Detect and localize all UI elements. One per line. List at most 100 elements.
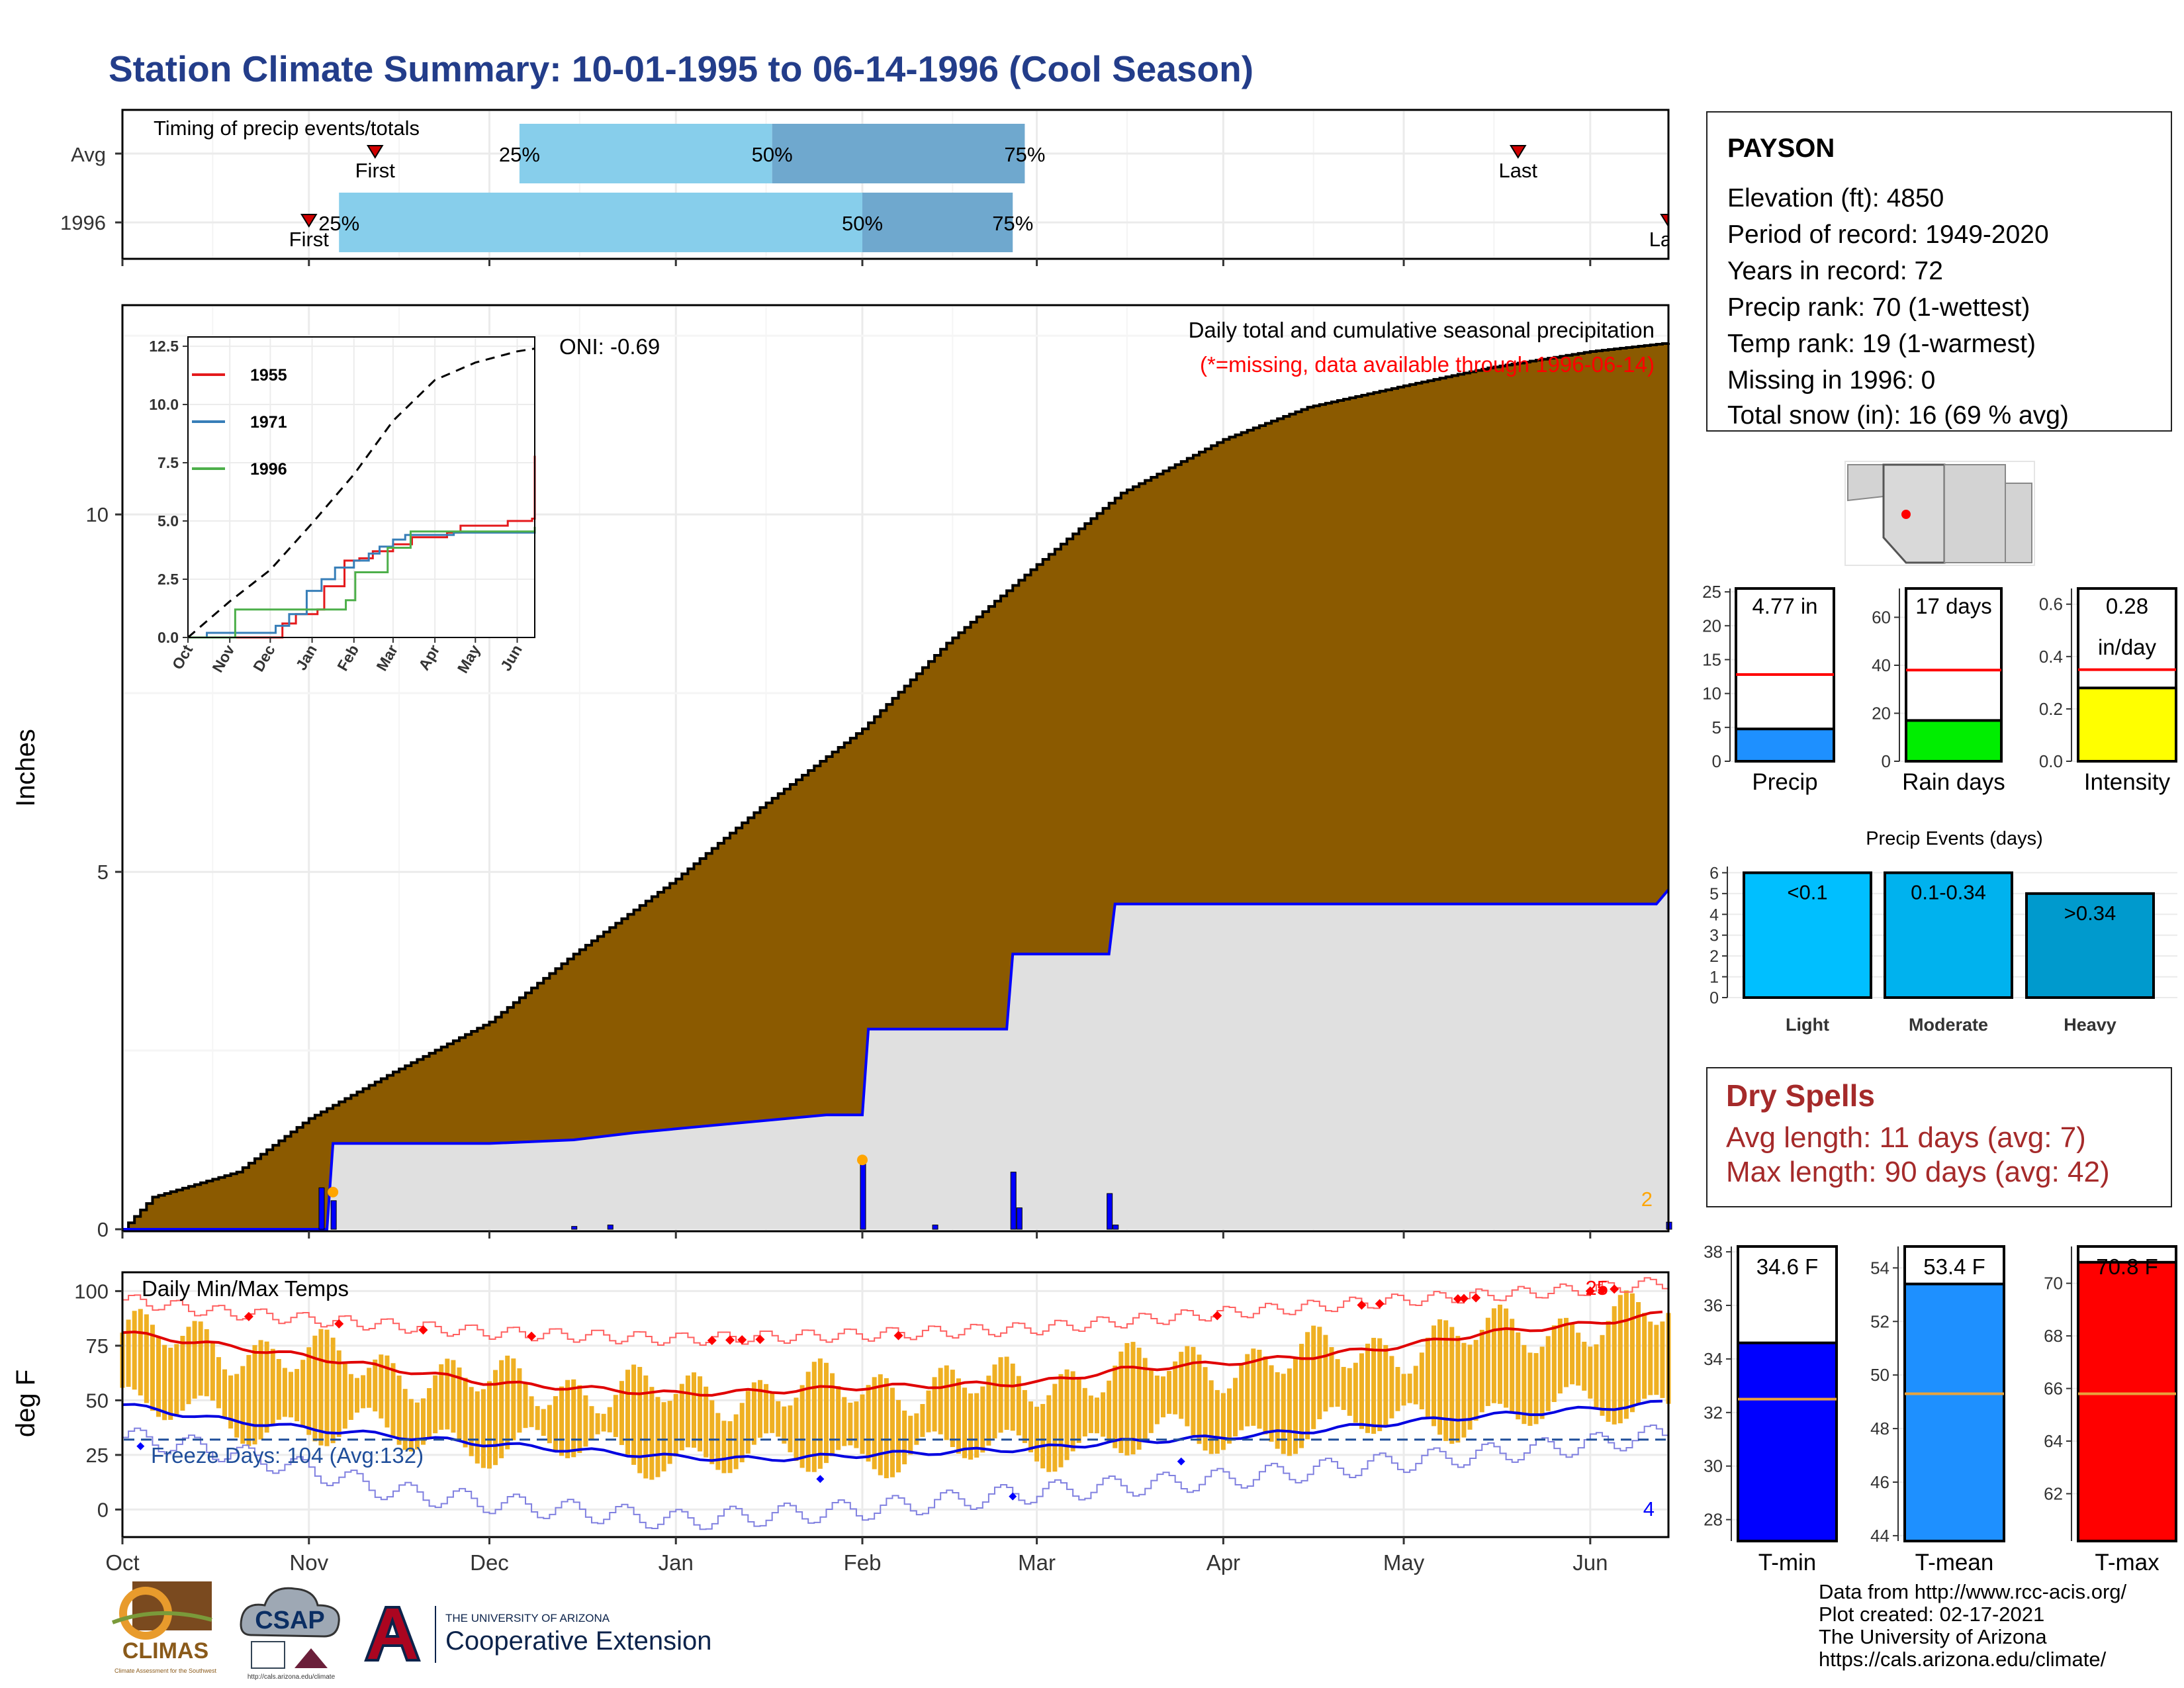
temp-daily-range-bar — [1046, 1395, 1052, 1472]
temp-daily-range-bar — [264, 1341, 269, 1433]
temp-daily-range-bar — [962, 1387, 968, 1458]
mini-bar-xlabel: Precip — [1752, 769, 1817, 795]
temp-daily-range-bar — [547, 1405, 552, 1444]
mini-y-tick-label: 70 — [2044, 1274, 2063, 1293]
temp-daily-range-bar — [1287, 1368, 1292, 1456]
temp-daily-range-bar — [342, 1364, 347, 1429]
temp-daily-range-bar — [180, 1335, 185, 1411]
temp-daily-range-bar — [1317, 1327, 1322, 1419]
precip-panel-frame — [121, 304, 1670, 1233]
temp-daily-range-bar — [1606, 1321, 1611, 1422]
mini-y-tick-label: 36 — [1704, 1295, 1723, 1315]
temp-daily-range-bar — [571, 1379, 576, 1458]
temp-daily-range-bar — [240, 1366, 246, 1444]
station-period: Period of record: 1949-2020 — [1727, 220, 2049, 249]
mini-bar-value — [2077, 686, 2177, 763]
temp-daily-range-bar — [1341, 1366, 1346, 1410]
temp-daily-range-bar — [1401, 1374, 1406, 1406]
dry-spells-max: Max length: 90 days (avg: 42) — [1726, 1156, 2110, 1188]
precip-1996-cumulative-area — [122, 890, 1668, 1229]
timing-bar-q50-q75 — [862, 193, 1013, 252]
temp-daily-range-bar — [1185, 1346, 1190, 1427]
events-category-label: Heavy — [2064, 1015, 2116, 1035]
temp-y-tick-label: 0 — [97, 1498, 109, 1521]
mini-bar-title: 0.28 — [2106, 594, 2148, 618]
temp-daily-range-bar — [601, 1413, 606, 1432]
temp-daily-range-bar — [138, 1309, 143, 1396]
events-y-tick-label: 1 — [1709, 968, 1719, 987]
timing-label: Timing of precip events/totals — [154, 117, 420, 140]
temp-daily-range-bar — [1052, 1383, 1058, 1472]
mini-y-tick-label: 50 — [1870, 1365, 1889, 1385]
temp-daily-range-bar — [469, 1387, 474, 1456]
events-y-tick-label: 5 — [1709, 885, 1719, 904]
mini-bar-xlabel: T-min — [1758, 1550, 1817, 1575]
temp-daily-range-bar — [980, 1386, 985, 1453]
temp-daily-range-bar — [613, 1395, 618, 1437]
temp-daily-range-bar — [896, 1399, 901, 1473]
credits: Data from http://www.rcc-acis.org/ Plot … — [1819, 1581, 2126, 1671]
temp-daily-range-bar — [1654, 1325, 1659, 1395]
precip-daily-bar — [318, 1187, 325, 1230]
mini-bar-title: 17 days — [1915, 594, 1992, 618]
temp-daily-range-bar — [745, 1391, 751, 1454]
mini-y-tick-label: 54 — [1870, 1258, 1889, 1278]
temp-daily-range-bar — [1467, 1344, 1473, 1430]
temp-x-tick-label: Jan — [659, 1550, 694, 1575]
temp-y-tick-label: 100 — [74, 1280, 109, 1303]
temp-daily-range-bar — [493, 1370, 498, 1466]
mini-bar-value — [1905, 719, 2003, 763]
precip-daily-bar — [1016, 1207, 1023, 1230]
credit-line: https://cals.arizona.edu/climate/ — [1819, 1648, 2107, 1671]
timing-panel-border — [121, 109, 1670, 260]
temp-daily-range-bar — [1275, 1372, 1280, 1449]
csap-url: http://cals.arizona.edu/climate — [248, 1673, 336, 1681]
temp-daily-range-bar — [1167, 1371, 1172, 1414]
temp-daily-range-bar — [1455, 1336, 1461, 1443]
temp-daily-range-bar — [1617, 1295, 1623, 1424]
temp-daily-range-bar — [1082, 1387, 1087, 1437]
temp-daily-range-bar — [517, 1368, 522, 1433]
temp-record-high-marker — [893, 1331, 903, 1340]
temp-daily-range-bar — [367, 1368, 372, 1408]
temp-daily-range-bar — [673, 1393, 678, 1457]
temp-daily-range-bar — [1281, 1374, 1286, 1454]
temp-daily-range-bar — [788, 1405, 793, 1452]
ua-block-a-icon — [364, 1606, 421, 1662]
mini-bar-value — [2077, 1260, 2177, 1542]
timing-first-label: First — [355, 159, 396, 182]
temp-daily-range-bar — [854, 1401, 859, 1448]
station-elevation: Elevation (ft): 4850 — [1727, 184, 1944, 212]
precip-axis: 0 5 10 — [86, 503, 1592, 1241]
temp-daily-range-bar — [535, 1406, 540, 1430]
temp-daily-range-bar — [733, 1414, 739, 1470]
temp-record-high-marker — [1610, 1284, 1619, 1294]
temp-daily-range-bar — [799, 1385, 805, 1468]
temp-daily-range-bar — [830, 1373, 835, 1456]
precip-daily-bar — [1113, 1225, 1119, 1230]
timing-first-marker — [366, 145, 384, 159]
mini-y-tick-label: 40 — [1872, 655, 1891, 675]
temp-daily-range-bar — [1191, 1346, 1196, 1436]
temp-daily-range-bar — [956, 1378, 961, 1454]
temp-daily-range-bar — [1130, 1342, 1136, 1455]
mini-y-tick-label: 10 — [1702, 684, 1721, 704]
mini-y-tick-label: 68 — [2044, 1326, 2063, 1346]
temp-daily-range-bar — [1365, 1343, 1371, 1433]
precip-snow-marker — [857, 1154, 868, 1166]
temp-daily-range-bar — [685, 1375, 690, 1448]
temp-daily-range-bar — [1389, 1356, 1394, 1419]
temp-daily-range-bar — [559, 1386, 565, 1456]
temp-daily-range-bar — [1016, 1376, 1021, 1436]
events-y-tick-label: 4 — [1709, 906, 1719, 924]
temp-daily-range-bar — [228, 1375, 234, 1429]
mini-y-tick-label: 0.0 — [2039, 751, 2063, 771]
temp-daily-range-bar — [463, 1378, 468, 1448]
temp-panel-bg — [122, 1272, 1668, 1537]
temp-daily-range-bar — [595, 1413, 600, 1434]
mini-y-tick-label: 5 — [1712, 718, 1721, 737]
temp-record-high-marker — [1459, 1293, 1469, 1303]
temp-daily-range-bar — [619, 1381, 624, 1445]
temp-daily-range-bar — [1208, 1380, 1214, 1454]
